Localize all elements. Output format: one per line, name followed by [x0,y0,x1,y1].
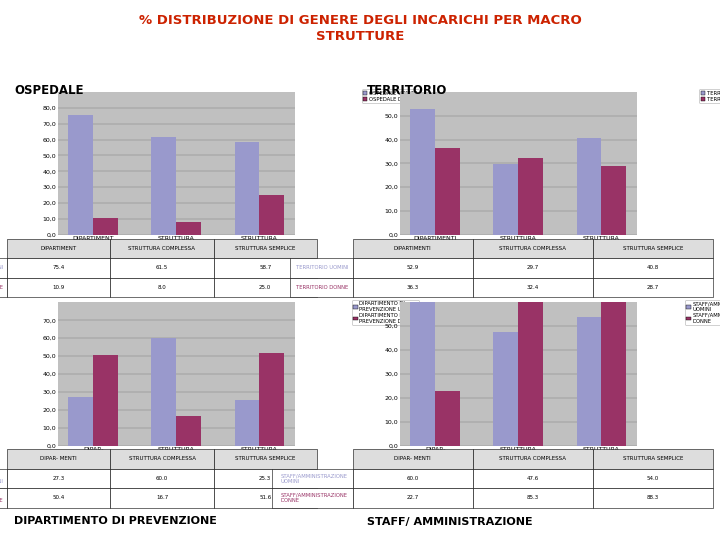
Legend: OSPEDALE UOMINI, OSPEDALE DONNE: OSPEDALE UOMINI, OSPEDALE DONNE [361,89,419,103]
Text: STAFF/ AMMINISTRAZIONE: STAFF/ AMMINISTRAZIONE [367,516,533,526]
Bar [436,392,460,446]
Bar [68,115,94,235]
Bar [235,400,259,445]
Bar [410,302,436,446]
Legend: STAFF/AMMINISTRAZIONE
UOMINI, STAFF/AMMINISTRAZIONE
DONNE: STAFF/AMMINISTRAZIONE UOMINI, STAFF/AMMI… [685,300,720,326]
Bar [151,137,176,235]
Bar [94,355,118,445]
Bar [436,148,460,235]
Bar [176,222,202,235]
Bar [518,242,544,446]
Bar [493,332,518,446]
Bar [235,141,259,235]
Bar [259,195,284,235]
Legend: TERRITORIO UOMINI, TERRITORIO DONNE: TERRITORIO UOMINI, TERRITORIO DONNE [699,89,720,103]
Bar [259,353,284,446]
Text: OSPEDALE: OSPEDALE [14,84,84,97]
Bar [68,397,94,445]
Bar [410,109,436,235]
Text: DIPARTIMENTO DI PREVENZIONE: DIPARTIMENTO DI PREVENZIONE [14,516,217,526]
Bar [577,138,601,235]
Bar [601,166,626,235]
Bar [151,338,176,446]
Bar [601,235,626,446]
Bar [493,164,518,235]
Text: % DISTRIBUZIONE DI GENERE DEGLI INCARICHI PER MACRO
STRUTTURE: % DISTRIBUZIONE DI GENERE DEGLI INCARICH… [139,14,581,43]
Bar [176,416,202,446]
Bar [518,158,544,235]
Text: TERRITORIO: TERRITORIO [367,84,448,97]
Legend: DIPARTIMENTO DI
PREVENZIONE UOMINI, DIPARTIMENTO DI
PREVENZIONE DONNE: DIPARTIMENTO DI PREVENZIONE UOMINI, DIPA… [352,300,419,326]
Bar [577,316,601,446]
Bar [94,218,118,235]
